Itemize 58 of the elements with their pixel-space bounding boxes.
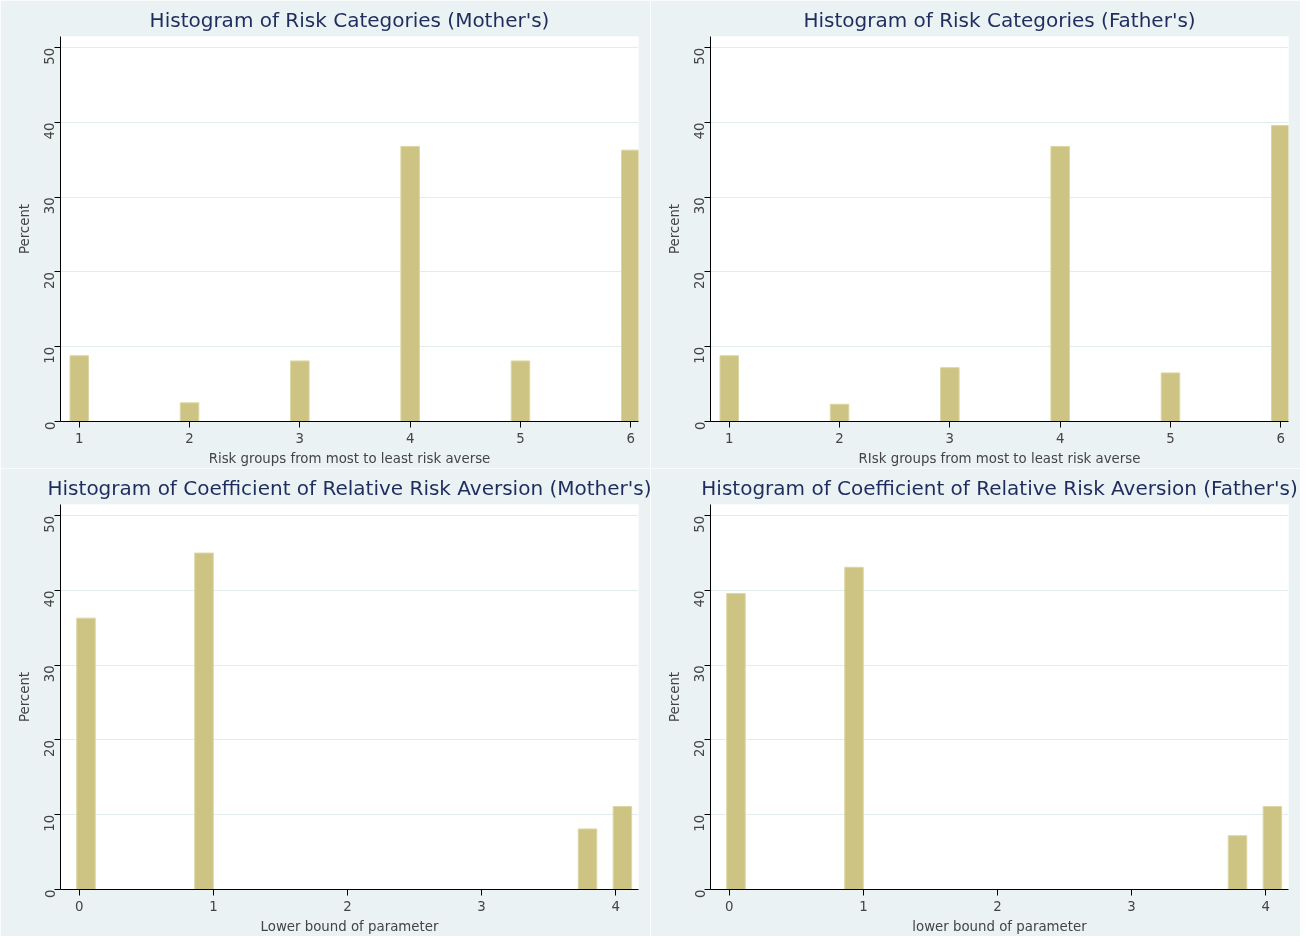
x-tick-label: 2 xyxy=(185,430,194,446)
x-tick-label: 3 xyxy=(295,430,305,446)
x-tick-label: 6 xyxy=(1276,430,1286,446)
chart-title: Histogram of Risk Categories (Father's) xyxy=(803,7,1196,32)
x-axis-title: lower bound of parameter xyxy=(912,918,1088,934)
x-axis-title: RIsk groups from most to least risk averse xyxy=(858,450,1141,466)
x-tick-label: 4 xyxy=(405,430,415,446)
x-tick-label: 1 xyxy=(725,430,734,446)
y-tick-label: 10 xyxy=(42,814,58,832)
y-tick-label: 30 xyxy=(42,665,58,683)
y-tick-label: 30 xyxy=(692,197,708,215)
y-tick-label: 10 xyxy=(42,346,58,364)
x-tick-label: 4 xyxy=(1055,430,1065,446)
y-tick-label: 40 xyxy=(692,590,708,608)
y-tick-label: 0 xyxy=(42,421,58,430)
y-tick-label: 0 xyxy=(692,889,708,898)
x-tick-label: 3 xyxy=(477,898,486,914)
x-tick-label: 3 xyxy=(1127,898,1136,914)
y-axis-title: Percent xyxy=(666,203,682,255)
y-tick-label: 30 xyxy=(692,665,708,683)
x-tick-label: 5 xyxy=(516,430,525,446)
y-tick-label: 20 xyxy=(42,271,58,289)
x-tick-label: 6 xyxy=(626,430,636,446)
y-tick-label: 50 xyxy=(42,47,58,65)
chart-title: Histogram of Coefficient of Relative Risk Aversion (Father's) xyxy=(701,475,1298,500)
y-tick-label: 50 xyxy=(692,47,708,65)
x-tick-label: 2 xyxy=(835,430,844,446)
y-tick-label: 20 xyxy=(42,739,58,757)
y-tick-label: 40 xyxy=(692,122,708,140)
y-tick-label: 20 xyxy=(692,271,708,289)
x-tick-label: 1 xyxy=(209,898,218,914)
y-tick-label: 50 xyxy=(42,515,58,533)
x-tick-label: 3 xyxy=(945,430,955,446)
x-tick-label: 1 xyxy=(75,430,84,446)
y-tick-label: 40 xyxy=(42,122,58,140)
y-tick-label: 10 xyxy=(692,346,708,364)
y-tick-label: 0 xyxy=(692,421,708,430)
y-axis-title: Percent xyxy=(16,671,32,723)
y-tick-label: 40 xyxy=(42,590,58,608)
x-tick-label: 2 xyxy=(993,898,1002,914)
x-axis-title: Lower bound of parameter xyxy=(260,918,439,934)
y-tick-label: 0 xyxy=(42,889,58,898)
y-tick-label: 30 xyxy=(42,197,58,215)
x-tick-label: 2 xyxy=(343,898,352,914)
chart-title: Histogram of Coefficient of Relative Risk Aversion (Mother's) xyxy=(47,475,652,500)
x-tick-label: 0 xyxy=(75,898,84,914)
y-tick-label: 50 xyxy=(692,515,708,533)
chart-title: Histogram of Risk Categories (Mother's) xyxy=(149,7,550,32)
y-tick-label: 10 xyxy=(692,814,708,832)
y-tick-label: 20 xyxy=(692,739,708,757)
y-axis-title: Percent xyxy=(666,671,682,723)
x-tick-label: 4 xyxy=(1261,898,1270,914)
x-axis-title: Risk groups from most to least risk averse xyxy=(208,450,491,466)
x-tick-label: 1 xyxy=(859,898,868,914)
x-tick-label: 0 xyxy=(725,898,734,914)
x-tick-label: 4 xyxy=(611,898,620,914)
x-tick-label: 5 xyxy=(1166,430,1175,446)
y-axis-title: Percent xyxy=(16,203,32,255)
